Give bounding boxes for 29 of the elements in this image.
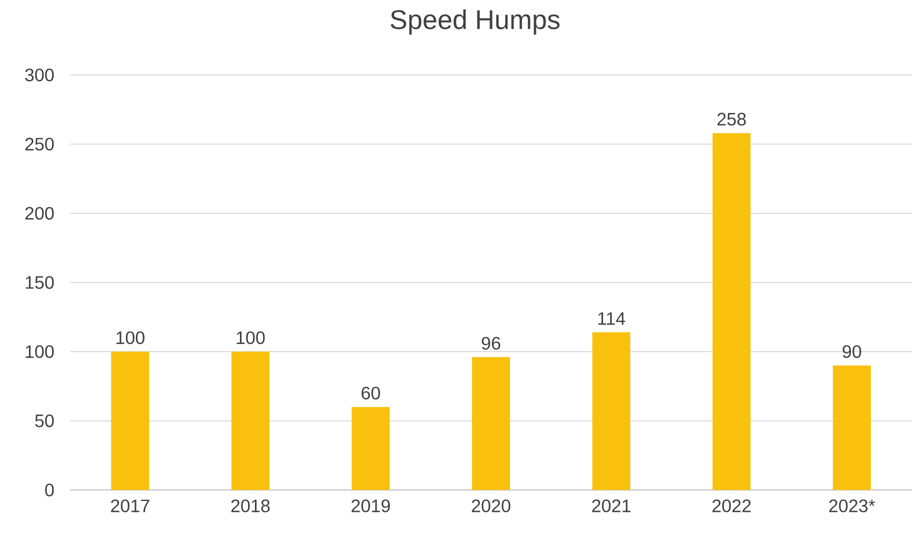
bar	[231, 352, 270, 490]
x-tick-label: 2021	[592, 500, 630, 512]
x-tick-label: 2022	[712, 500, 751, 512]
data-label: 100	[116, 331, 144, 344]
data-label: 100	[236, 331, 265, 344]
data-label: 114	[598, 312, 626, 325]
y-tick-label: 250	[25, 138, 54, 151]
x-tick-label: 2020	[472, 500, 510, 512]
x-tick-label: 2019	[352, 500, 390, 512]
bar	[111, 352, 150, 490]
data-label: 90	[842, 345, 862, 358]
y-tick-label: 150	[26, 276, 54, 289]
chart-title: Speed Humps	[390, 9, 560, 35]
data-label: 258	[717, 112, 746, 126]
x-tick-label: 2023*	[829, 500, 876, 512]
data-label: 96	[482, 336, 500, 350]
y-tick-label: 200	[25, 206, 54, 220]
bar	[592, 332, 630, 490]
x-tick-label: 2018	[231, 500, 270, 512]
bar	[472, 357, 510, 490]
bar	[352, 406, 390, 490]
y-tick-label: 0	[45, 484, 54, 496]
x-tick-label: 2017	[111, 500, 150, 512]
y-tick-label: 300	[25, 68, 54, 82]
y-tick-label: 50	[35, 414, 54, 428]
y-tick-label: 100	[26, 345, 54, 358]
bar	[712, 133, 751, 490]
data-label: 60	[362, 386, 380, 400]
bar	[832, 365, 871, 490]
